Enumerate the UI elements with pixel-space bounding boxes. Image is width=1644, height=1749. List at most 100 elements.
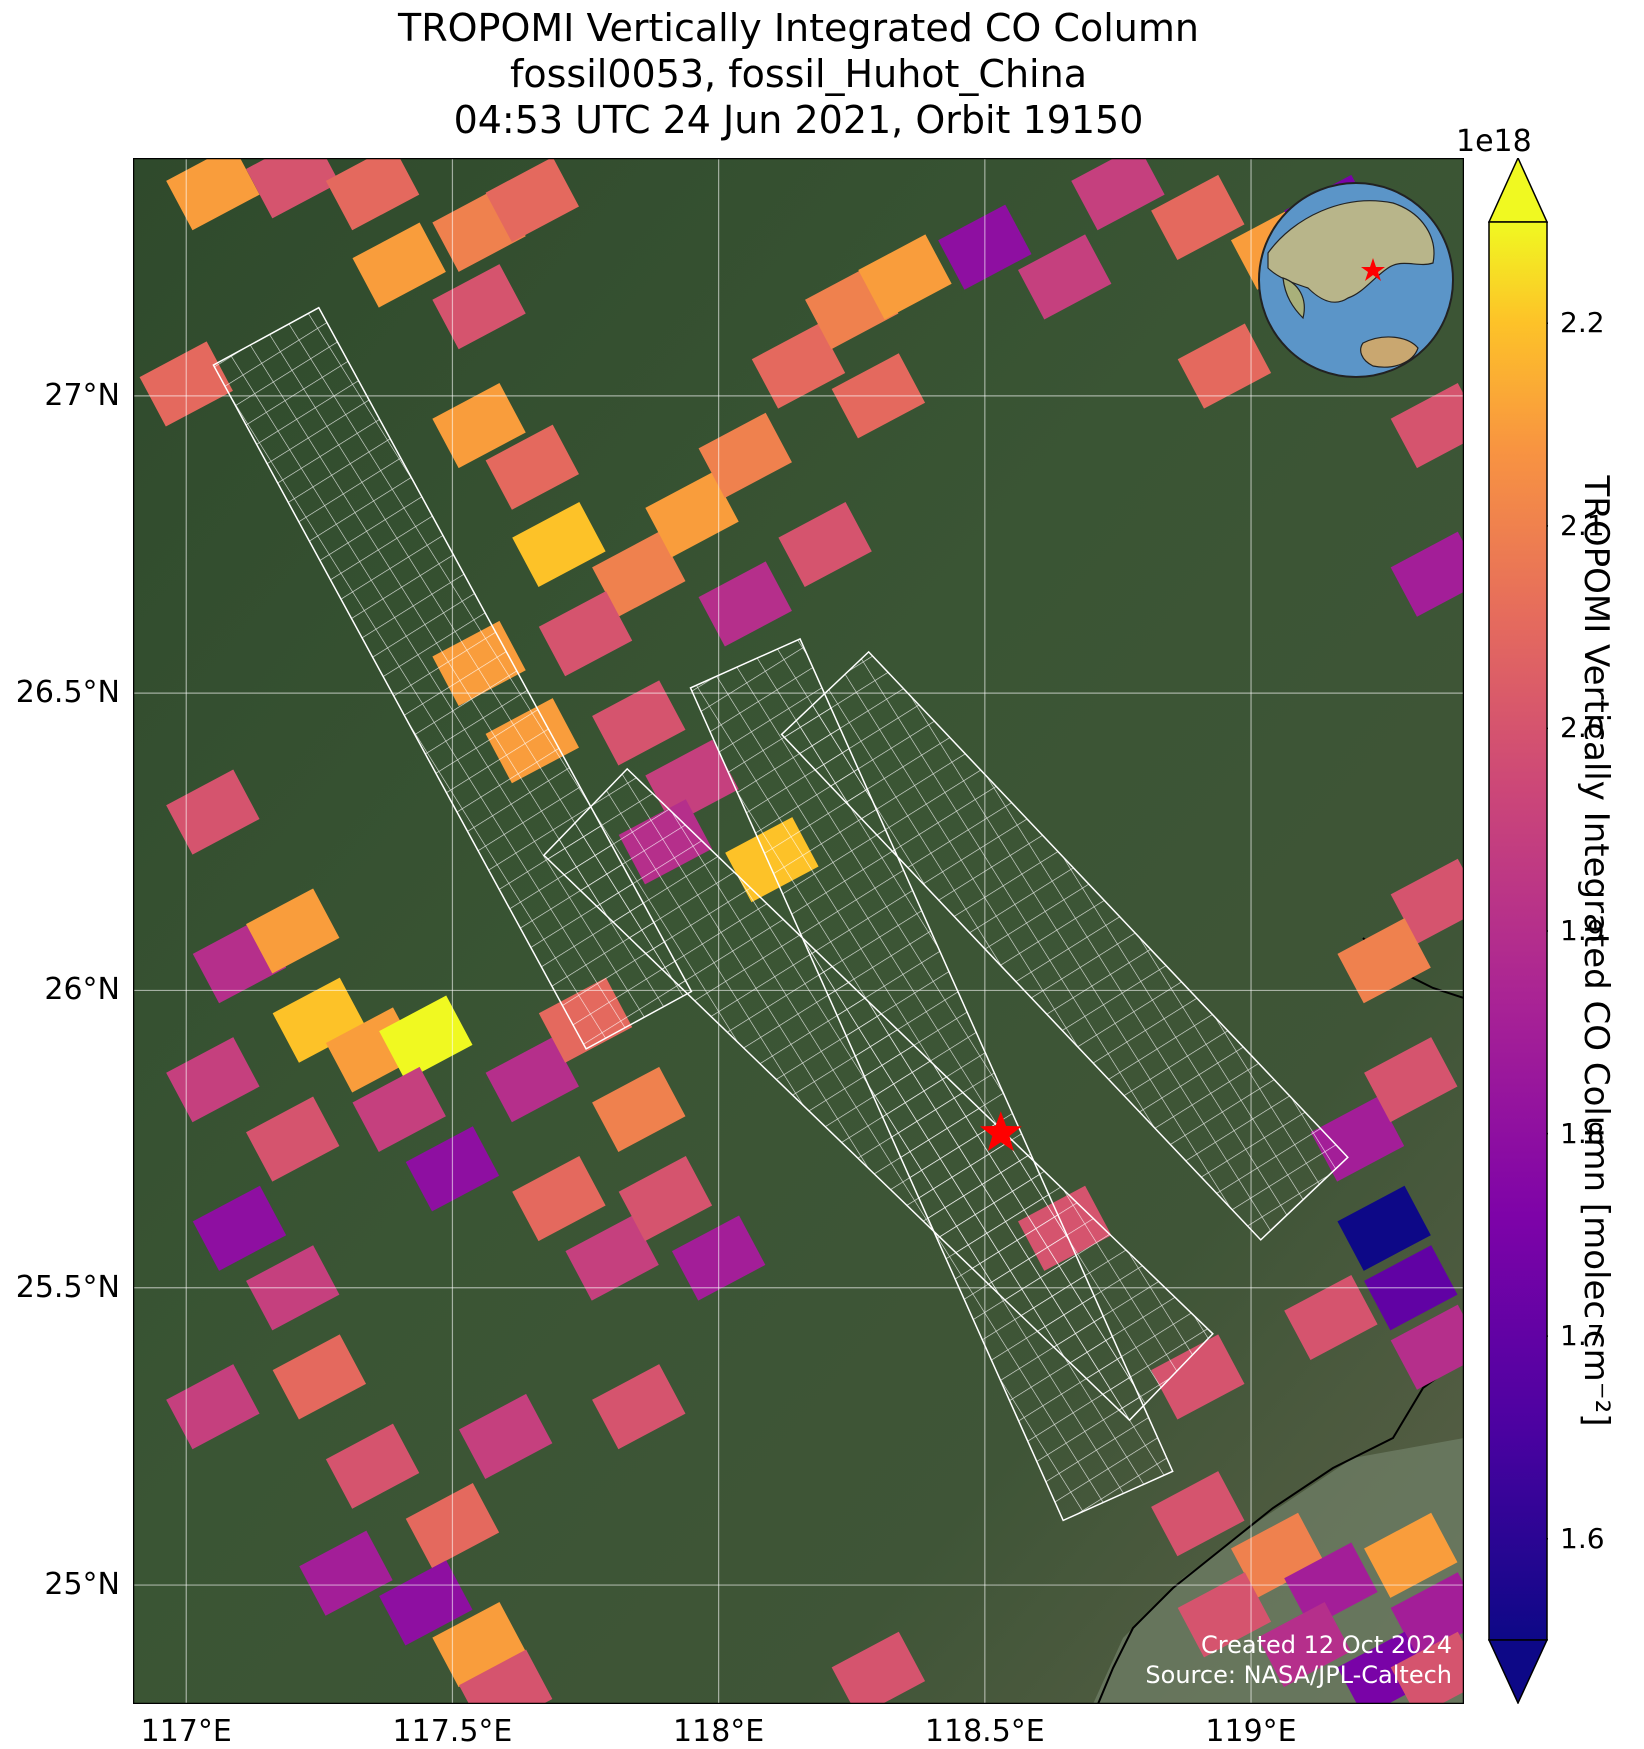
co-pixel [246,888,340,974]
co-pixel [858,234,952,320]
co-pixel [352,1066,446,1152]
co-pixel [645,739,739,825]
co-pixel [299,1530,393,1616]
co-pixel [592,531,686,617]
coastline [1097,1357,1464,1704]
title-line-2: fossil0053, fossil_Huhot_China [510,52,1087,96]
colorbar-body [1488,221,1548,1641]
globe-land-australia [1360,336,1419,368]
globe-inset [1258,182,1454,378]
lat-tick-label: 25.5°N [15,1269,120,1305]
colorbar-tick-label: 1.8 [1560,1116,1605,1150]
co-pixel [166,1037,260,1123]
map-gridlines [133,158,1464,1704]
lon-tick-label: 117°E [140,1714,232,1749]
co-pixel [1390,858,1464,944]
co-pixel [379,995,473,1081]
co-pixel [698,561,792,647]
co-pixel [512,1156,606,1242]
co-pixel [1151,1471,1245,1557]
title-line-1: TROPOMI Vertically Integrated CO Column [398,6,1199,50]
colorbar-tick-label: 2.2 [1560,306,1605,340]
co-pixel [751,323,846,409]
site-marker-star[interactable] [979,1111,1022,1151]
co-pixel [698,412,792,498]
co-pixel [272,1334,367,1420]
co-pixel [325,158,420,231]
co-pixel [538,591,633,677]
co-pixel [166,769,260,855]
co-pixel [778,501,872,588]
co-pixel [1177,1572,1272,1658]
co-pixel [458,1393,553,1479]
co-pixel [1337,918,1431,1004]
map-panel[interactable] [133,158,1464,1704]
co-pixel [1390,1572,1464,1658]
globe-star-icon [1361,258,1385,281]
lat-tick-label: 25°N [44,1567,120,1603]
co-pixel [1151,174,1245,261]
globe-land-asia [1267,200,1435,303]
co-pixel [166,158,260,231]
co-pixel [166,1364,260,1450]
lon-tick-label: 119°E [1205,1714,1297,1749]
co-pixel [432,383,526,469]
co-pixel [379,1560,473,1646]
co-pixel [1177,323,1272,409]
credits-source: Source: NASA/JPL-Caltech [1145,1661,1452,1689]
lon-tick-label: 117.5°E [392,1714,513,1749]
co-pixel [645,472,739,558]
lat-tick-label: 26°N [44,972,120,1008]
co-pixel [565,1215,659,1301]
site-star-icon [979,1111,1022,1151]
title-line-3: 04:53 UTC 24 Jun 2021, Orbit 19150 [453,98,1144,142]
co-pixel [1230,1512,1325,1598]
credits: Created 12 Oct 2024 Source: NASA/JPL-Cal… [1145,1630,1452,1690]
co-pixel [485,158,579,243]
lat-tick-label: 27°N [44,377,120,413]
co-pixel [246,1096,340,1182]
co-pixel [1018,234,1112,320]
colorbar-label: TROPOMI Vertically Integrated CO Column … [1576,475,1616,1427]
co-pixel [1337,1631,1431,1704]
co-pixel [512,501,606,588]
lon-tick-label: 118.5°E [924,1714,1045,1749]
co-pixel [592,1364,686,1450]
co-pixel [1364,1512,1458,1598]
co-pixel [458,1649,553,1704]
co-pixel [272,977,367,1063]
colorbar-tick-label: 2.1 [1560,508,1605,542]
co-pixel [618,1156,713,1242]
co-pixel-layer [139,158,1464,1704]
co-pixel [592,1066,686,1152]
co-pixel [1390,383,1464,469]
co-pixel [1364,1037,1458,1123]
globe-land-india [1282,277,1305,320]
colorbar-tick-label: 2.0 [1560,711,1605,745]
co-pixel [1257,1601,1351,1688]
co-pixel [592,680,686,766]
co-pixel [1071,158,1165,231]
sounding-swath [780,650,1349,1241]
credits-created: Created 12 Oct 2024 [1201,1631,1452,1659]
co-pixel [246,158,340,219]
co-pixel [1337,1185,1431,1271]
co-pixel [1390,531,1464,617]
co-pixel [325,1423,420,1509]
sounding-swath [542,767,1214,1422]
colorbar-tick-label: 1.9 [1560,914,1605,947]
colorbar [1488,158,1548,1704]
co-pixel [1284,1274,1378,1361]
co-pixel [831,1631,926,1704]
co-pixel [485,1037,579,1123]
colorbar-tick-label: 1.6 [1560,1521,1605,1555]
co-pixel [1151,1334,1245,1420]
co-pixel [1390,1631,1464,1704]
colorbar-tick-label: 1.7 [1560,1319,1605,1353]
co-pixel [432,1601,526,1688]
co-pixel [192,1185,287,1271]
colorbar-extend-min [1488,1639,1548,1704]
colorbar-extend-max [1488,158,1548,223]
lon-tick-label: 118°E [673,1714,765,1749]
co-pixel [485,424,579,510]
